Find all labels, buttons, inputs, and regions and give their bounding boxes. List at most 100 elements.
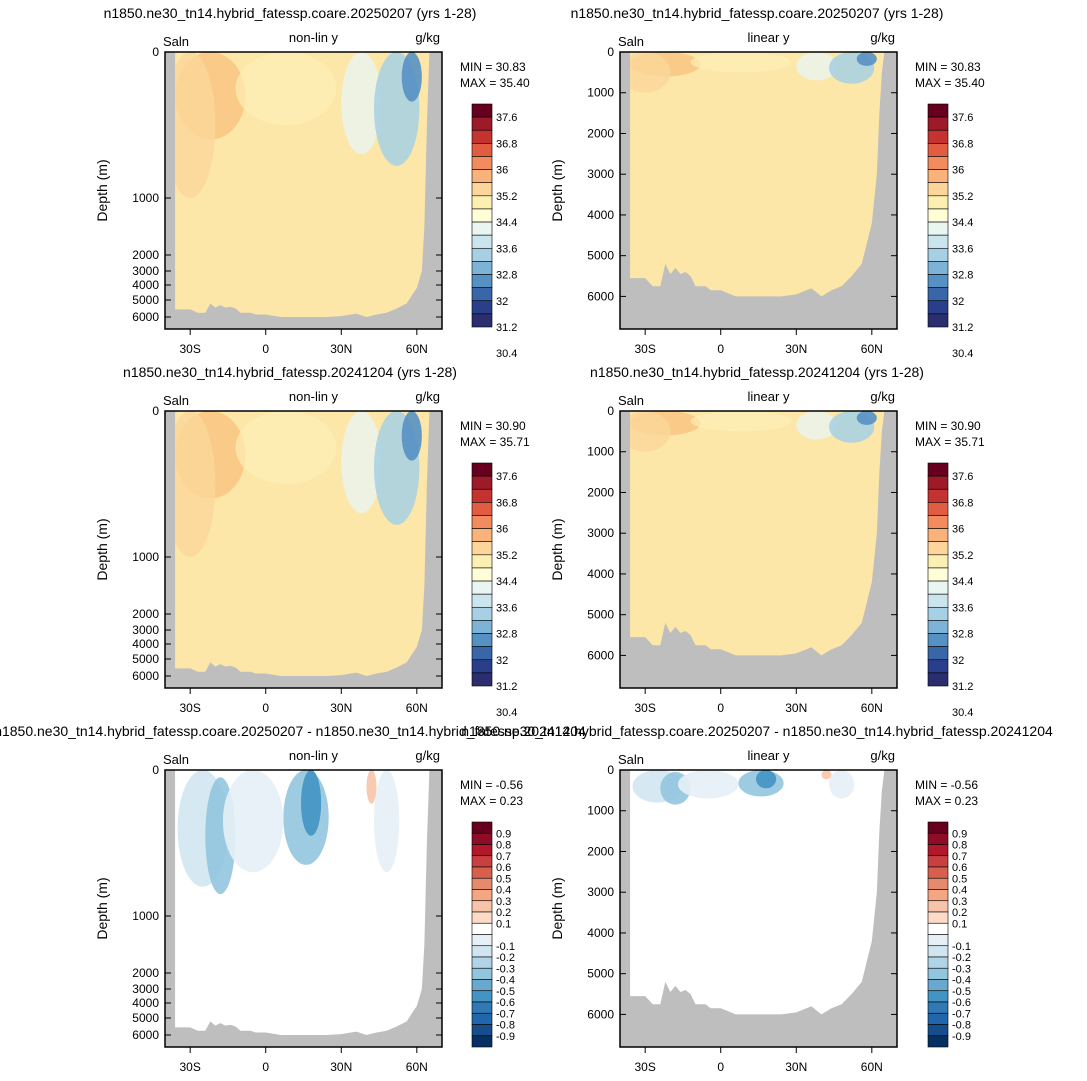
x-tick-label: 0 bbox=[717, 1060, 724, 1074]
colorbar-swatch bbox=[927, 593, 949, 608]
min-label: MIN = 30.83 bbox=[915, 60, 981, 74]
y-tick-label: 1000 bbox=[132, 909, 159, 923]
colorbar-label: 36.8 bbox=[496, 138, 517, 150]
panel-3: n1850.ne30_tn14.hybrid_fatessp.20241204 … bbox=[94, 364, 530, 719]
colorbar-swatch bbox=[471, 261, 493, 275]
x-tick-label: 30S bbox=[180, 342, 201, 356]
colorbar-label: 32.8 bbox=[496, 270, 517, 282]
colorbar-label: 0.4 bbox=[952, 885, 967, 897]
colorbar-swatch bbox=[927, 195, 949, 210]
colorbar-swatch bbox=[927, 515, 949, 529]
colorbar-label: 36 bbox=[952, 524, 964, 536]
colorbar-swatch bbox=[927, 646, 949, 661]
colorbar-label: 35.2 bbox=[952, 191, 973, 203]
y-tick-label: 6000 bbox=[587, 1007, 614, 1021]
min-label: MIN = 30.90 bbox=[460, 419, 526, 433]
colorbar-swatch bbox=[927, 287, 949, 302]
contour-region-2 bbox=[175, 411, 216, 557]
x-tick-label: 30S bbox=[635, 342, 656, 356]
colorbar-swatch bbox=[471, 462, 493, 477]
colorbar-swatch bbox=[927, 934, 949, 947]
colorbar-swatch bbox=[927, 502, 949, 516]
colorbar-swatch bbox=[927, 541, 949, 556]
colorbar-label: -0.8 bbox=[496, 1020, 515, 1032]
colorbar-label: 0.2 bbox=[952, 907, 967, 919]
colorbar-swatch bbox=[471, 844, 493, 857]
plot-frame bbox=[619, 410, 898, 689]
colorbar-label: -0.6 bbox=[952, 997, 971, 1009]
contour-region-6 bbox=[366, 770, 377, 804]
colorbar-swatch bbox=[471, 129, 493, 144]
y-tick-label: 4000 bbox=[132, 996, 159, 1010]
colorbar-label: 37.6 bbox=[496, 471, 517, 483]
colorbar-label: 0.8 bbox=[496, 840, 511, 852]
colorbar-swatch bbox=[927, 234, 949, 249]
plot-frame bbox=[619, 769, 898, 1048]
colorbar-swatch bbox=[927, 945, 949, 958]
colorbar-swatch bbox=[471, 554, 493, 569]
colorbar-swatch bbox=[927, 1024, 949, 1037]
colorbar-swatch bbox=[927, 261, 949, 275]
colorbar-swatch bbox=[927, 606, 949, 621]
colorbar-label: 32 bbox=[952, 296, 964, 308]
colorbar-swatch bbox=[927, 821, 949, 834]
min-label: MIN = -0.56 bbox=[460, 778, 523, 792]
colorbar-label: -0.8 bbox=[952, 1020, 971, 1032]
contour-region-4 bbox=[341, 411, 382, 514]
contour-region-2 bbox=[175, 52, 216, 198]
colorbar-swatch bbox=[471, 541, 493, 556]
colorbar-swatch bbox=[471, 1012, 493, 1025]
ocean-field bbox=[175, 52, 430, 317]
min-label: MIN = -0.56 bbox=[915, 778, 978, 792]
max-label: MAX = 0.23 bbox=[460, 794, 523, 808]
colorbar-swatch bbox=[927, 143, 949, 157]
y-tick-label: 6000 bbox=[132, 310, 159, 324]
colorbar-swatch bbox=[471, 672, 493, 687]
colorbar-label: -0.4 bbox=[496, 975, 515, 987]
colorbar-label: 37.6 bbox=[952, 112, 973, 124]
colorbar-label: -0.5 bbox=[496, 986, 515, 998]
colorbar-label: 31.2 bbox=[952, 681, 973, 693]
colorbar-label: 0.7 bbox=[952, 851, 967, 863]
colorbar-swatch bbox=[471, 866, 493, 879]
colorbar-label: -0.3 bbox=[952, 963, 971, 975]
colorbar-swatch bbox=[471, 911, 493, 924]
y-tick-label: 3000 bbox=[132, 623, 159, 637]
colorbar-swatch bbox=[927, 889, 949, 902]
colorbar-swatch bbox=[471, 116, 493, 131]
max-label: MAX = 35.71 bbox=[460, 435, 530, 449]
colorbar-label: 0.6 bbox=[496, 862, 511, 874]
panel-4: n1850.ne30_tn14.hybrid_fatessp.20241204 … bbox=[549, 364, 985, 719]
y-tick-label: 3000 bbox=[132, 982, 159, 996]
colorbar-label: 0.8 bbox=[952, 840, 967, 852]
y-tick-label: 2000 bbox=[132, 966, 159, 980]
y-tick-label: 5000 bbox=[132, 1011, 159, 1025]
y-tick-label: 4000 bbox=[132, 637, 159, 651]
center-label: non-lin y bbox=[289, 748, 339, 763]
colorbar-swatch bbox=[471, 156, 493, 170]
panel-title: n1850.ne30_tn14.hybrid_fatessp.coare.202… bbox=[571, 5, 944, 21]
colorbar-swatch bbox=[927, 247, 949, 262]
colorbar-swatch bbox=[927, 129, 949, 144]
contour-region-3 bbox=[235, 52, 337, 125]
colorbar-label: 30.4 bbox=[952, 707, 973, 719]
colorbar-label: 33.6 bbox=[496, 243, 517, 255]
y-tick-label: 2000 bbox=[132, 607, 159, 621]
colorbar-swatch bbox=[927, 182, 949, 197]
contour-region-6 bbox=[856, 52, 877, 66]
colorbar-label: 0.4 bbox=[496, 885, 511, 897]
colorbar-swatch bbox=[471, 221, 493, 236]
colorbar-swatch bbox=[471, 287, 493, 302]
colorbar-swatch bbox=[927, 300, 949, 315]
plot-frame bbox=[619, 51, 898, 330]
y-tick-label: 3000 bbox=[587, 167, 614, 181]
y-tick-label: 0 bbox=[152, 404, 159, 418]
center-label: non-lin y bbox=[289, 389, 339, 404]
y-tick-label: 4000 bbox=[587, 926, 614, 940]
colorbar-label: 37.6 bbox=[496, 112, 517, 124]
colorbar-label: 34.4 bbox=[952, 576, 973, 588]
x-tick-label: 30N bbox=[785, 1060, 807, 1074]
y-tick-label: 0 bbox=[607, 763, 614, 777]
colorbar-swatch bbox=[471, 956, 493, 969]
colorbar-swatch bbox=[471, 877, 493, 890]
